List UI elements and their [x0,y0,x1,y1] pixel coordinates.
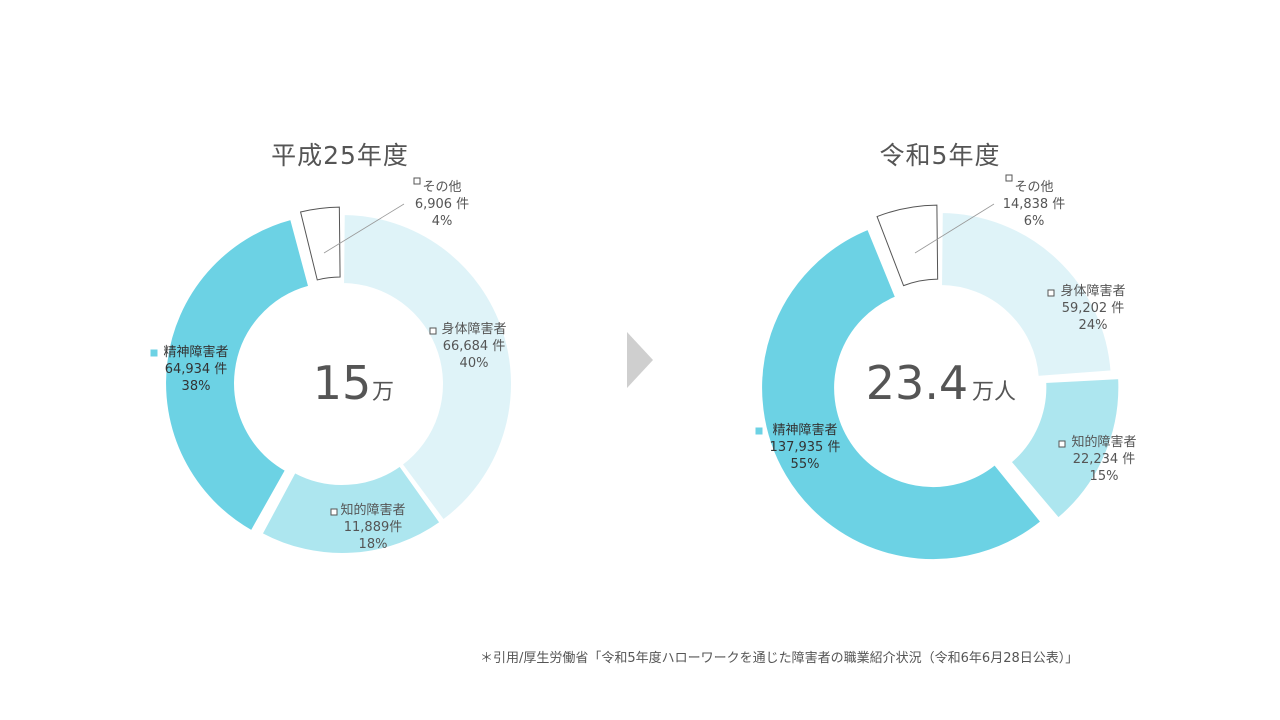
center-value: 15 [313,356,372,410]
slice-label-percent: 40% [460,356,489,371]
donut-chart-1: 身体障害者 59,202 件 24% 知的障害者 22,234 件 15% 精神障害者 137… [755,174,1137,562]
center-value: 23.4 [866,356,968,410]
legend-marker [1005,174,1013,182]
chart-title-h25: 平成25年度 [271,141,409,170]
donut-chart-0: 身体障害者 66,684 件 40% 知的障害者 11,889件 18% 精神障害者 64,9… [150,177,513,555]
legend-marker [1058,440,1066,448]
slice-label-count: 11,889件 [344,520,403,535]
slice-label-name: 精神障害者 [772,422,837,438]
donut-slice [299,206,341,281]
slice-label-name: 身体障害者 [1060,283,1125,299]
slice-label-count: 6,906 件 [415,197,469,212]
slice-label-percent: 55% [791,457,820,472]
slice-label-name: 知的障害者 [1071,434,1136,450]
slice-label-count: 64,934 件 [165,362,228,377]
slice-label-name: 知的障害者 [340,502,405,518]
donut-slice [260,464,442,555]
slice-label-count: 14,838 件 [1003,197,1066,212]
legend-marker [413,177,421,185]
legend-marker [429,327,437,335]
legend-marker [150,349,158,357]
slice-label-percent: 6% [1024,214,1045,229]
slice-label-name: その他 [422,180,461,195]
donut-slice [940,210,1113,378]
slice-label-percent: 4% [432,214,453,229]
center-unit: 万人 [972,380,1016,405]
slice-label-count: 59,202 件 [1062,301,1125,316]
legend-marker [1047,289,1055,297]
leader-line [914,203,995,254]
center-unit: 万 [372,380,394,405]
donut-slice [1009,377,1121,520]
slice-label-percent: 24% [1079,318,1108,333]
footnote: ＊引用/厚生労働省「令和5年度ハローワークを通じた障害者の職業紹介状況（令和6年… [480,651,1079,666]
slice-label-name: 身体障害者 [441,321,506,337]
right-arrow-icon [627,332,653,388]
slice-label-name: その他 [1014,180,1053,195]
slice-label-name: 精神障害者 [163,344,228,360]
slice-label-percent: 15% [1090,469,1119,484]
leader-line [323,203,405,254]
slice-label-count: 137,935 件 [770,440,841,455]
legend-marker [755,427,763,435]
donut-slice [164,217,311,533]
slice-label-percent: 18% [359,537,388,552]
donut-slice [342,212,513,522]
chart-title-r5: 令和5年度 [879,141,1001,170]
donut-slice [876,204,939,287]
slice-label-count: 66,684 件 [443,339,506,354]
slice-label-percent: 38% [182,379,211,394]
donut-slice [760,227,1043,562]
slice-label-count: 22,234 件 [1073,452,1136,467]
legend-marker [330,508,338,516]
